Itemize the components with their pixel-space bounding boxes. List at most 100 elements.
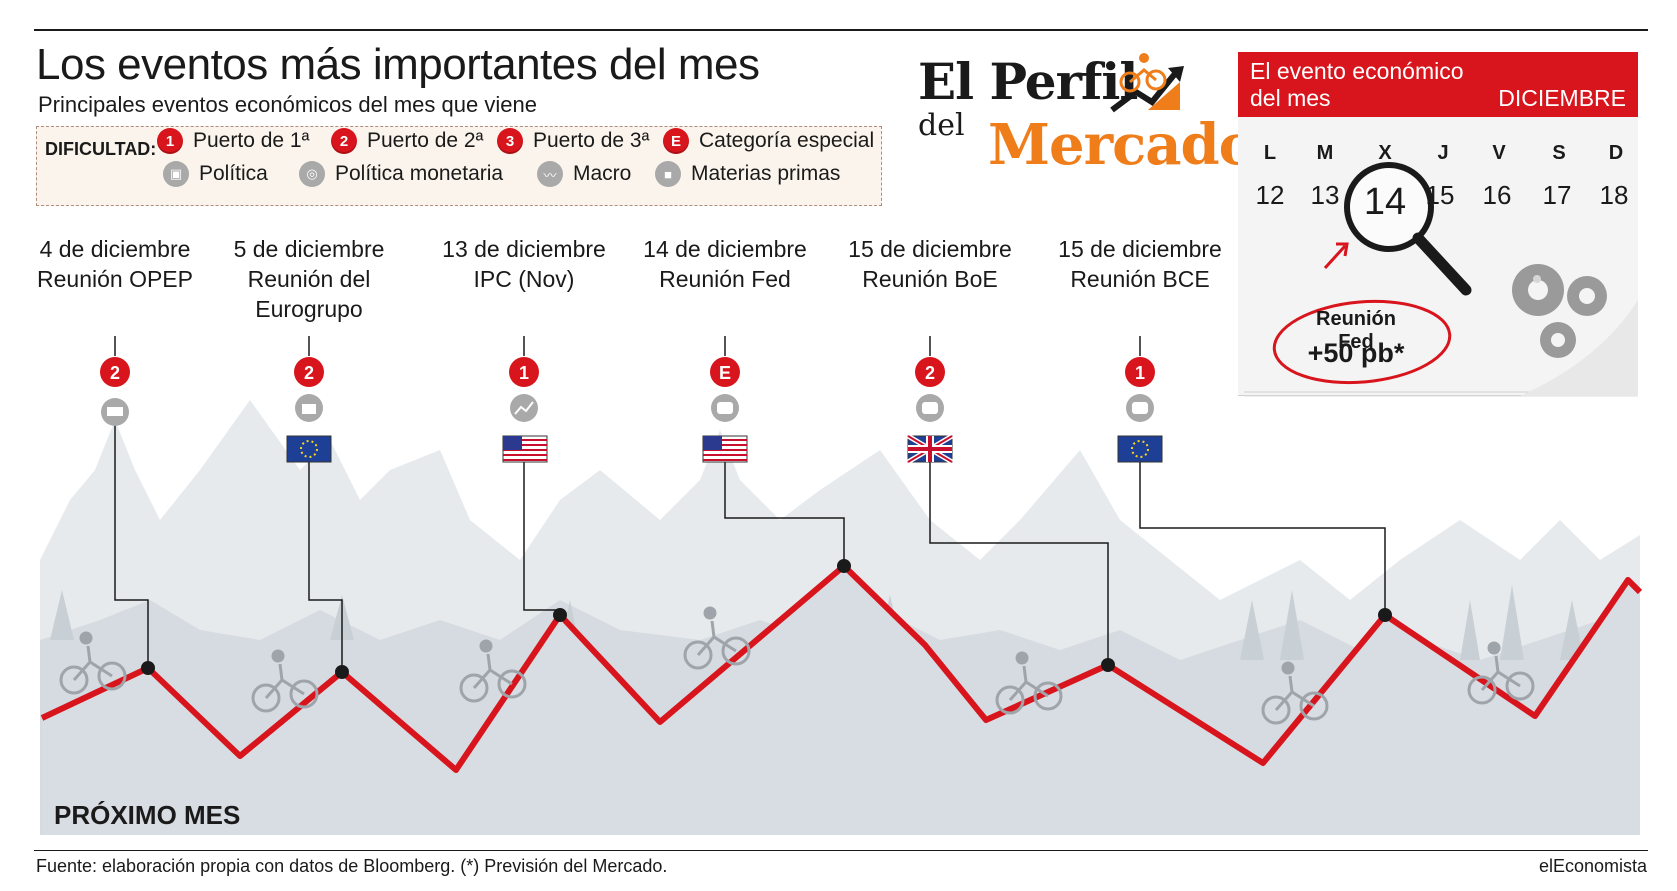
legend-item-3: 3 Puerto de 3ª bbox=[497, 128, 649, 154]
calendar-day: 12 bbox=[1255, 180, 1285, 210]
legend-item-1: 1 Puerto de 1ª bbox=[157, 128, 309, 154]
weekday-label: L bbox=[1263, 142, 1277, 164]
legend-politica: ▣ Política bbox=[163, 161, 268, 187]
legend-materias-primas: ■ Materias primas bbox=[655, 161, 840, 187]
event-date: 14 de diciembre bbox=[643, 236, 807, 262]
legend-heading: DIFICULTAD: bbox=[45, 139, 157, 159]
calendar-card: El evento económico del mes DICIEMBRE bbox=[1238, 52, 1638, 400]
calendar-decor bbox=[1244, 162, 1638, 397]
eu-flag-icon bbox=[286, 435, 332, 463]
weekday-label: V bbox=[1492, 142, 1506, 164]
weekday-label: X bbox=[1378, 142, 1392, 164]
legend-label: Materias primas bbox=[691, 162, 841, 185]
calendar-day: 17 bbox=[1542, 180, 1572, 210]
difficulty-badge: 2 bbox=[331, 128, 357, 154]
cyclist-icons bbox=[59, 606, 1535, 725]
logo-line2: del bbox=[918, 108, 965, 143]
event-name: Reunión OPEP bbox=[37, 266, 193, 292]
calendar-header-line1: El evento económico bbox=[1250, 58, 1464, 84]
weekday-label: M bbox=[1316, 142, 1334, 164]
event-date: 4 de diciembre bbox=[39, 236, 191, 262]
cyclist-icon bbox=[459, 639, 527, 703]
difficulty-badge: 1 bbox=[157, 128, 183, 154]
route-markers bbox=[141, 559, 1392, 679]
el-perfil-del-mercado-logo: El Perfil del Mercado bbox=[910, 52, 1256, 178]
event-date: 13 de diciembre bbox=[442, 236, 606, 262]
trend-line-icon: 〰 bbox=[537, 161, 563, 187]
flags bbox=[286, 433, 1163, 465]
top-rule bbox=[34, 29, 1648, 31]
highlight-ellipse bbox=[1272, 299, 1452, 385]
difficulty-badge: 3 bbox=[497, 128, 523, 154]
section-label: PRÓXIMO MES bbox=[54, 800, 241, 830]
source-note: Fuente: elaboración propia con datos de … bbox=[36, 856, 668, 876]
event-label: 5 de diciembre Reunión del Eurogrupo bbox=[224, 234, 394, 324]
gears-icon bbox=[1512, 264, 1607, 358]
cyclist-icon bbox=[683, 606, 751, 670]
event-label: 4 de diciembre Reunión OPEP bbox=[37, 234, 193, 294]
legend-label: Política bbox=[199, 162, 268, 185]
event-name: Reunión Fed bbox=[659, 266, 791, 292]
logo-line3: Mercado bbox=[988, 112, 1256, 178]
badge-text: 1 bbox=[1135, 363, 1145, 383]
route-line bbox=[40, 563, 1643, 773]
brand-name: elEconomista bbox=[1538, 856, 1647, 876]
magnifier-icon bbox=[1344, 162, 1434, 252]
ballot-box-icon: ▣ bbox=[163, 161, 189, 187]
event-date: 5 de diciembre bbox=[233, 236, 385, 262]
event-label: 15 de diciembre Reunión BoE bbox=[848, 234, 1012, 294]
legend-macro: 〰 Macro bbox=[537, 161, 631, 187]
event-label: 14 de diciembre Reunión Fed bbox=[643, 234, 807, 294]
us-flag-icon bbox=[502, 435, 548, 463]
event-date: 15 de diciembre bbox=[848, 236, 1012, 262]
event-name: Reunión BoE bbox=[862, 266, 998, 292]
badge-text: 1 bbox=[519, 363, 529, 383]
event-label: 13 de diciembre IPC (Nov) bbox=[442, 234, 606, 294]
coin-stack-icon: ◎ bbox=[299, 161, 325, 187]
legend-box: DIFICULTAD: 1 Puerto de 1ª 2 Puerto de 2… bbox=[36, 126, 882, 206]
highlight-event-name: Reunión Fed bbox=[1316, 308, 1396, 353]
legend-politica-monetaria: ◎ Política monetaria bbox=[299, 161, 503, 187]
legend-label: Puerto de 2ª bbox=[367, 129, 484, 152]
calendar-header: El evento económico del mes DICIEMBRE bbox=[1238, 52, 1638, 117]
badge-text: 2 bbox=[925, 363, 935, 383]
weekday-label: J bbox=[1437, 142, 1449, 164]
cyclist-icon bbox=[251, 649, 319, 713]
cyclist-icon bbox=[1467, 641, 1535, 705]
logo-line1: El Perfil bbox=[918, 52, 1138, 111]
highlight-event-value: +50 pb* bbox=[1307, 338, 1405, 368]
cyclist-icon bbox=[1261, 661, 1329, 725]
difficulty-badge: E bbox=[663, 128, 689, 154]
event-stems bbox=[114, 336, 1141, 356]
legend-item-e: E Categoría especial bbox=[663, 128, 874, 154]
badge-text: 2 bbox=[110, 363, 120, 383]
weekday-label: S bbox=[1552, 142, 1566, 164]
badge-text: 2 bbox=[304, 363, 314, 383]
event-date: 15 de diciembre bbox=[1058, 236, 1222, 262]
us-flag-icon bbox=[702, 435, 748, 463]
calendar-month: DICIEMBRE bbox=[1498, 85, 1626, 111]
legend-label: Puerto de 1ª bbox=[193, 129, 310, 152]
calendar-day: 18 bbox=[1599, 180, 1629, 210]
logo-cyclist-icon bbox=[1110, 53, 1184, 113]
eu-flag-icon bbox=[1117, 435, 1163, 463]
event-connectors bbox=[114, 408, 1386, 672]
trend-line-icon bbox=[510, 394, 538, 422]
category-icons bbox=[101, 394, 1154, 426]
calendar-day: 15 bbox=[1425, 180, 1455, 210]
legend-label: Macro bbox=[573, 162, 632, 185]
legend-item-2: 2 Puerto de 2ª bbox=[331, 128, 483, 154]
legend-label: Puerto de 3ª bbox=[533, 129, 650, 152]
page-title: Los eventos más importantes del mes bbox=[36, 40, 760, 89]
legend-label: Política monetaria bbox=[335, 162, 504, 185]
page-subtitle: Principales eventos económicos del mes q… bbox=[38, 92, 537, 117]
legend-label: Categoría especial bbox=[699, 129, 875, 152]
event-name: IPC (Nov) bbox=[473, 266, 575, 292]
weekday-label: D bbox=[1608, 142, 1624, 164]
event-label: 15 de diciembre Reunión BCE bbox=[1058, 234, 1222, 294]
calendar-day: 16 bbox=[1482, 180, 1512, 210]
cyclist-icon bbox=[59, 631, 127, 695]
cyclist-icon bbox=[995, 651, 1063, 715]
uk-flag-icon bbox=[906, 433, 954, 465]
